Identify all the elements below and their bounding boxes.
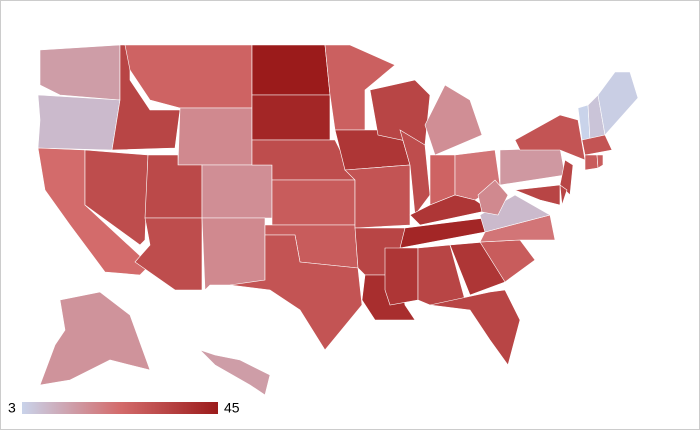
region	[344, 164, 411, 229]
region	[597, 71, 639, 136]
region	[251, 44, 331, 96]
region	[559, 184, 568, 206]
region	[559, 159, 574, 196]
region	[84, 149, 149, 246]
region	[514, 184, 561, 206]
region	[399, 129, 431, 216]
region	[324, 44, 396, 131]
region	[251, 94, 331, 141]
region	[429, 289, 521, 366]
region	[201, 164, 273, 219]
region	[201, 217, 266, 291]
region	[39, 44, 121, 101]
region	[199, 349, 271, 396]
color-scale	[22, 402, 218, 414]
region	[424, 84, 483, 156]
scale-min-label: 3	[8, 400, 16, 416]
scale-max-label: 45	[224, 400, 240, 416]
region	[584, 154, 599, 171]
region	[177, 107, 253, 166]
region	[477, 179, 509, 216]
region	[596, 154, 604, 169]
region	[271, 179, 356, 226]
states	[37, 44, 639, 396]
region	[581, 134, 613, 156]
region	[409, 194, 491, 226]
region	[369, 79, 431, 146]
region	[229, 234, 363, 351]
region	[39, 291, 151, 386]
region	[37, 94, 121, 151]
region	[384, 247, 419, 306]
